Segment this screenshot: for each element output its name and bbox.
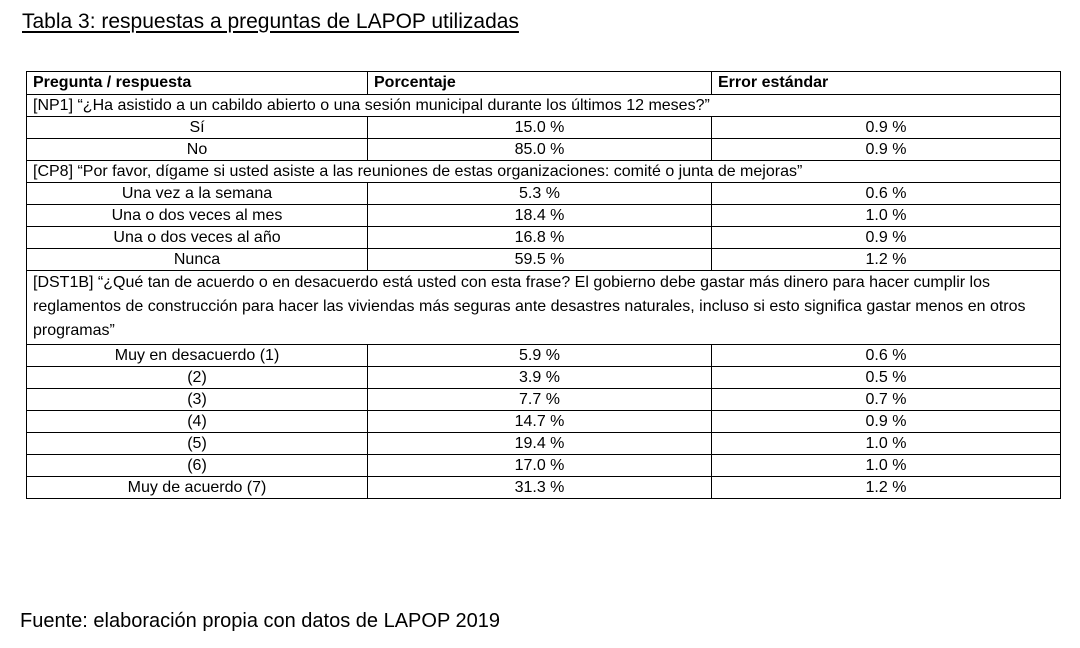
table-row: Sí 15.0 % 0.9 % [26, 116, 1061, 139]
table-row: (6) 17.0 % 1.0 % [26, 454, 1061, 477]
table-row: Nunca 59.5 % 1.2 % [26, 248, 1061, 271]
respuesta-cell: Muy de acuerdo (7) [26, 476, 368, 499]
lapop-table: Pregunta / respuesta Porcentaje Error es… [26, 71, 1061, 499]
porcentaje-cell: 17.0 % [367, 454, 712, 477]
error-cell: 0.6 % [711, 182, 1061, 205]
error-cell: 0.9 % [711, 116, 1061, 139]
porcentaje-cell: 18.4 % [367, 204, 712, 227]
respuesta-cell: Una o dos veces al año [26, 226, 368, 249]
respuesta-cell: Una vez a la semana [26, 182, 368, 205]
porcentaje-cell: 19.4 % [367, 432, 712, 455]
error-cell: 0.9 % [711, 226, 1061, 249]
question-np1: [NP1] “¿Ha asistido a un cabildo abierto… [26, 94, 1061, 117]
porcentaje-cell: 16.8 % [367, 226, 712, 249]
table-row: No 85.0 % 0.9 % [26, 138, 1061, 161]
respuesta-cell: (5) [26, 432, 368, 455]
error-cell: 0.5 % [711, 366, 1061, 389]
porcentaje-cell: 5.3 % [367, 182, 712, 205]
header-porcentaje: Porcentaje [367, 71, 712, 95]
porcentaje-cell: 85.0 % [367, 138, 712, 161]
respuesta-cell: Muy en desacuerdo (1) [26, 344, 368, 367]
table-row: (4) 14.7 % 0.9 % [26, 410, 1061, 433]
respuesta-cell: (6) [26, 454, 368, 477]
error-cell: 1.0 % [711, 454, 1061, 477]
respuesta-cell: Sí [26, 116, 368, 139]
question-dst1b: [DST1B] “¿Qué tan de acuerdo o en desacu… [26, 270, 1061, 345]
respuesta-cell: (4) [26, 410, 368, 433]
porcentaje-cell: 14.7 % [367, 410, 712, 433]
porcentaje-cell: 7.7 % [367, 388, 712, 411]
table-row: (2) 3.9 % 0.5 % [26, 366, 1061, 389]
header-row: Pregunta / respuesta Porcentaje Error es… [26, 71, 1061, 95]
question-cp8: [CP8] “Por favor, dígame si usted asiste… [26, 160, 1061, 183]
respuesta-cell: Nunca [26, 248, 368, 271]
header-pregunta: Pregunta / respuesta [26, 71, 368, 95]
porcentaje-cell: 31.3 % [367, 476, 712, 499]
table-row: Una o dos veces al mes 18.4 % 1.0 % [26, 204, 1061, 227]
question-row-dst1b: [DST1B] “¿Qué tan de acuerdo o en desacu… [26, 270, 1061, 345]
table-title: Tabla 3: respuestas a preguntas de LAPOP… [22, 10, 519, 33]
error-cell: 1.0 % [711, 204, 1061, 227]
error-cell: 0.7 % [711, 388, 1061, 411]
error-cell: 0.6 % [711, 344, 1061, 367]
error-cell: 1.2 % [711, 248, 1061, 271]
porcentaje-cell: 5.9 % [367, 344, 712, 367]
table-row: Una o dos veces al año 16.8 % 0.9 % [26, 226, 1061, 249]
error-cell: 1.0 % [711, 432, 1061, 455]
error-cell: 0.9 % [711, 138, 1061, 161]
respuesta-cell: (3) [26, 388, 368, 411]
table-row: Una vez a la semana 5.3 % 0.6 % [26, 182, 1061, 205]
header-error: Error estándar [711, 71, 1061, 95]
error-cell: 1.2 % [711, 476, 1061, 499]
porcentaje-cell: 15.0 % [367, 116, 712, 139]
source-note: Fuente: elaboración propia con datos de … [20, 610, 500, 632]
table-row: (3) 7.7 % 0.7 % [26, 388, 1061, 411]
porcentaje-cell: 3.9 % [367, 366, 712, 389]
table-row: (5) 19.4 % 1.0 % [26, 432, 1061, 455]
table-row: Muy en desacuerdo (1) 5.9 % 0.6 % [26, 344, 1061, 367]
question-row-np1: [NP1] “¿Ha asistido a un cabildo abierto… [26, 94, 1061, 117]
question-row-cp8: [CP8] “Por favor, dígame si usted asiste… [26, 160, 1061, 183]
table-row: Muy de acuerdo (7) 31.3 % 1.2 % [26, 476, 1061, 499]
porcentaje-cell: 59.5 % [367, 248, 712, 271]
respuesta-cell: Una o dos veces al mes [26, 204, 368, 227]
error-cell: 0.9 % [711, 410, 1061, 433]
table-body: [NP1] “¿Ha asistido a un cabildo abierto… [26, 94, 1061, 499]
respuesta-cell: (2) [26, 366, 368, 389]
respuesta-cell: No [26, 138, 368, 161]
